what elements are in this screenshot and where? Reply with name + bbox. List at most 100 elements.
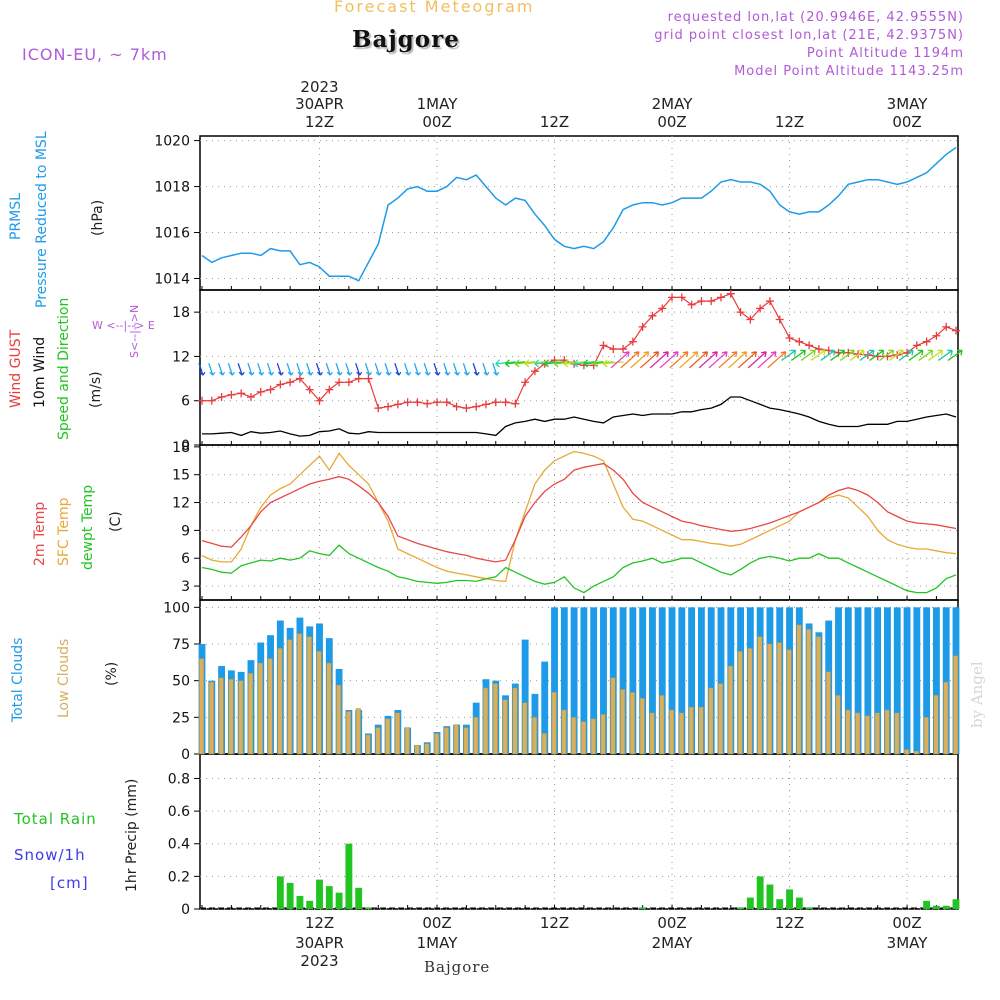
low-cloud-bar: [424, 743, 430, 755]
total-cloud-bar: [678, 607, 686, 754]
low-cloud-bar: [630, 692, 635, 755]
rain-bar: [942, 905, 950, 909]
wind-direction-arrow: [620, 351, 640, 369]
gust-marker: [668, 293, 677, 302]
low-cloud-bar: [855, 712, 861, 755]
wind-direction-arrow: [257, 362, 265, 376]
low-cloud-bar: [336, 684, 342, 755]
wind-direction-arrow: [669, 351, 689, 369]
gust-marker: [256, 387, 265, 396]
wind-direction-arrow: [296, 362, 304, 376]
y-tick-label: 12: [172, 349, 190, 365]
wind-direction-arrow: [630, 351, 650, 369]
wind-direction-arrow: [374, 362, 382, 376]
model-altitude: Model Point Altitude 1143.25m: [734, 64, 964, 79]
wind-direction-arrow: [908, 349, 924, 361]
wind-direction-arrow: [928, 349, 944, 361]
gust-marker: [707, 297, 716, 306]
temp-2m-line: [201, 462, 957, 563]
wind-direction-arrow: [315, 362, 324, 376]
gust-marker: [746, 315, 755, 324]
gust-marker: [726, 289, 735, 298]
top-time-label-hour: 00Z: [657, 113, 686, 131]
gust-marker: [648, 311, 657, 320]
gust-marker: [922, 337, 931, 346]
y-tick-label: 75: [172, 637, 190, 653]
y-tick-label: 12: [172, 496, 190, 512]
top-time-label-hour: 00Z: [892, 113, 921, 131]
y-tick-label: 6: [181, 394, 190, 410]
total-cloud-bar: [923, 607, 931, 754]
wind-direction-arrow: [610, 351, 630, 369]
rain-bar: [737, 907, 744, 909]
wind-direction-arrow: [266, 362, 275, 376]
wind-direction-arrow: [384, 362, 392, 376]
wind-direction-arrow: [325, 362, 333, 376]
low-cloud-bar: [473, 717, 479, 755]
low-cloud-bar: [522, 702, 528, 755]
low-cloud-bar: [541, 733, 547, 755]
low-cloud-bar: [923, 717, 929, 755]
gust-marker: [952, 326, 960, 335]
low-cloud-bar: [698, 706, 704, 755]
low-cloud-bar: [865, 715, 870, 755]
low-cloud-bar: [277, 648, 283, 755]
top-time-label-hour: 00Z: [422, 113, 451, 131]
top-time-label-year: 2023: [300, 78, 338, 96]
model-label: ICON-EU, ~ 7km: [22, 45, 168, 64]
y-tick-label: 1014: [154, 272, 190, 288]
wind-direction-arrow: [423, 362, 431, 376]
wind-direction-arrow: [790, 349, 806, 361]
rain-bar: [805, 907, 813, 909]
gust-marker: [687, 300, 696, 309]
wind-direction-arrow: [404, 362, 412, 376]
y-tick-label: 0.6: [168, 804, 190, 820]
total-cloud-bar: [854, 607, 862, 754]
low-cloud-bar: [385, 718, 391, 755]
low-cloud-bar: [551, 692, 557, 755]
wind-direction-arrow: [413, 362, 421, 376]
gust-marker: [393, 400, 402, 409]
total-cloud-bar: [629, 607, 637, 754]
total-cloud-bar: [942, 607, 950, 754]
wind-direction-arrow: [830, 349, 846, 361]
gust-marker: [481, 400, 490, 409]
gust-marker: [814, 345, 823, 354]
rain-bar: [766, 884, 774, 909]
y-tick-label: 1018: [154, 180, 190, 196]
bottom-time-label-hour: 00Z: [422, 914, 451, 932]
top-time-label-date: 1MAY: [417, 95, 459, 113]
low-cloud-bar: [532, 717, 538, 755]
low-cloud-bar: [708, 687, 714, 755]
total-cloud-bar: [697, 607, 705, 754]
gust-marker: [374, 404, 383, 413]
gust-marker: [736, 308, 745, 317]
total-cloud-bar: [600, 607, 607, 754]
total-cloud-bar: [551, 607, 558, 754]
low-cloud-bar: [248, 673, 254, 755]
low-cloud-bar: [639, 698, 645, 755]
total-cloud-bar: [649, 607, 656, 754]
y-tick-label: 6: [181, 551, 190, 567]
wind-direction-arrow: [869, 349, 885, 361]
rain-bar: [756, 876, 764, 909]
gust-marker: [765, 297, 774, 306]
low-cloud-bar: [287, 639, 293, 755]
wind-direction-arrow: [462, 362, 470, 376]
low-cloud-bar: [238, 680, 244, 755]
gust-marker: [756, 304, 765, 313]
wind10-line: [202, 396, 957, 437]
grid-point-coords: grid point closest lon,lat (21E, 42.9375…: [654, 28, 964, 43]
gust-marker: [599, 341, 608, 350]
wind-direction-arrow: [698, 351, 718, 369]
low-cloud-bar: [581, 721, 586, 755]
low-cloud-bar: [767, 643, 773, 755]
low-cloud-bar: [884, 709, 890, 755]
total-cloud-bar: [541, 661, 549, 754]
low-cloud-bar: [326, 662, 332, 755]
sfc-temp-line: [201, 450, 957, 583]
wind-direction-arrow: [937, 349, 953, 361]
gust-marker: [227, 390, 236, 399]
wind-direction-arrow: [679, 351, 699, 369]
total-cloud-bar: [688, 607, 696, 754]
